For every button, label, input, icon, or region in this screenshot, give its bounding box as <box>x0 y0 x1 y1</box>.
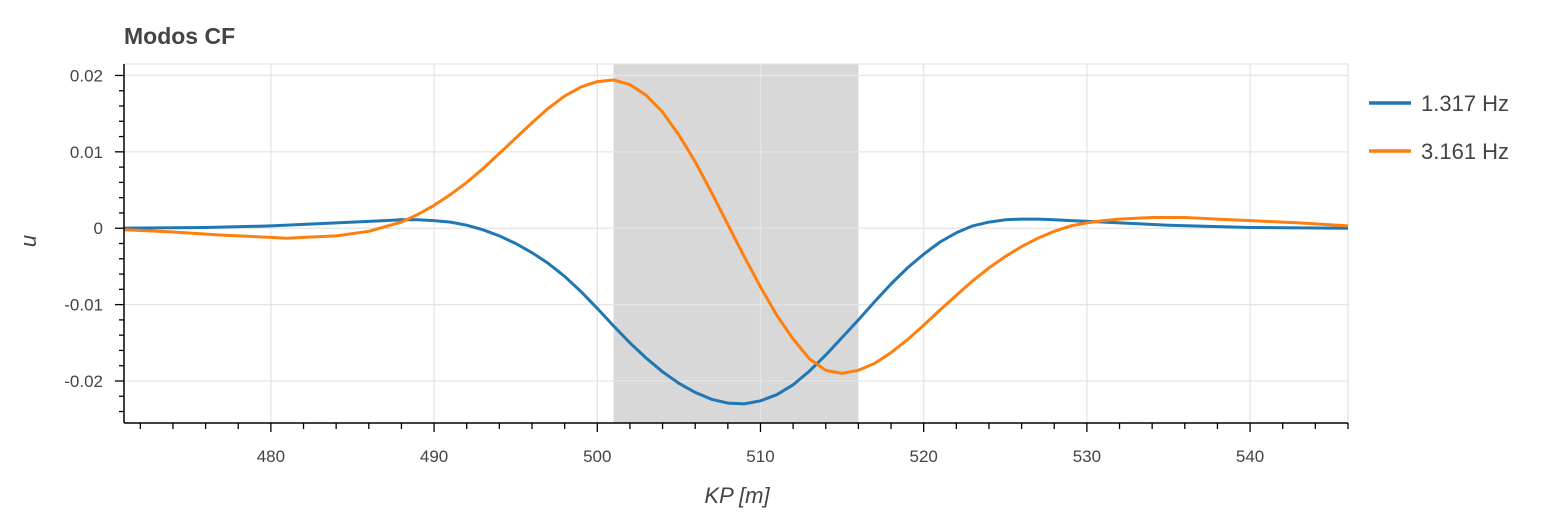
x-axis-title: KP [m] <box>704 483 770 508</box>
series-line-1 <box>123 217 1349 406</box>
series-line-2 <box>123 78 1349 375</box>
y-axis-title: u <box>16 235 41 247</box>
y-tick-label: 0 <box>94 219 103 238</box>
y-tick-label: 0.02 <box>70 66 103 85</box>
x-tick-label: 530 <box>1073 447 1101 466</box>
y-tick-label: 0.01 <box>70 143 103 162</box>
y-tick-label: -0.01 <box>64 296 103 315</box>
legend-label-1: 1.317 Hz <box>1421 91 1509 116</box>
x-tick-label: 480 <box>257 447 285 466</box>
legend-label-2: 3.161 Hz <box>1421 139 1509 164</box>
x-tick-label: 510 <box>746 447 774 466</box>
x-tick-label: 490 <box>420 447 448 466</box>
chart-title: Modos CF <box>124 23 235 49</box>
x-tick-label: 520 <box>909 447 937 466</box>
x-tick-label: 540 <box>1236 447 1264 466</box>
x-tick-label: 500 <box>583 447 611 466</box>
y-tick-label: -0.02 <box>64 372 103 391</box>
